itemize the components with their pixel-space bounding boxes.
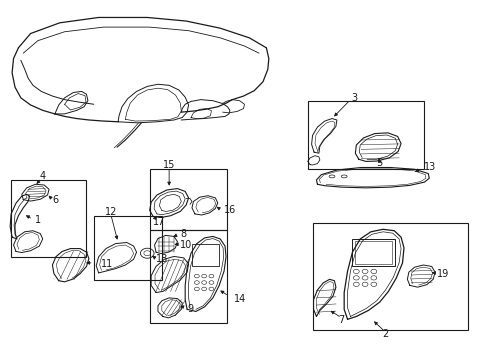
Text: 12: 12 xyxy=(104,207,117,217)
Bar xyxy=(312,223,467,330)
Text: 5: 5 xyxy=(376,158,382,168)
Text: 19: 19 xyxy=(436,269,448,279)
Text: 10: 10 xyxy=(180,240,192,250)
Bar xyxy=(307,102,424,169)
Text: 11: 11 xyxy=(101,259,113,269)
Text: 13: 13 xyxy=(424,162,436,172)
Bar xyxy=(192,244,219,266)
Text: 4: 4 xyxy=(40,171,46,181)
Bar xyxy=(149,169,227,230)
Text: 7: 7 xyxy=(338,315,344,325)
Text: 18: 18 xyxy=(156,254,168,264)
Bar xyxy=(355,241,391,264)
Text: 14: 14 xyxy=(233,294,245,303)
Text: 1: 1 xyxy=(35,215,41,225)
Text: 15: 15 xyxy=(163,160,175,170)
Text: 2: 2 xyxy=(382,329,388,339)
Text: 3: 3 xyxy=(350,93,356,103)
Bar xyxy=(149,230,227,323)
Text: 8: 8 xyxy=(180,229,186,239)
Text: 6: 6 xyxy=(52,195,59,205)
Text: 16: 16 xyxy=(224,205,236,215)
Text: 9: 9 xyxy=(187,304,193,314)
Bar xyxy=(352,239,394,266)
Bar xyxy=(11,180,86,257)
Text: 17: 17 xyxy=(153,217,165,227)
Bar xyxy=(94,216,162,280)
